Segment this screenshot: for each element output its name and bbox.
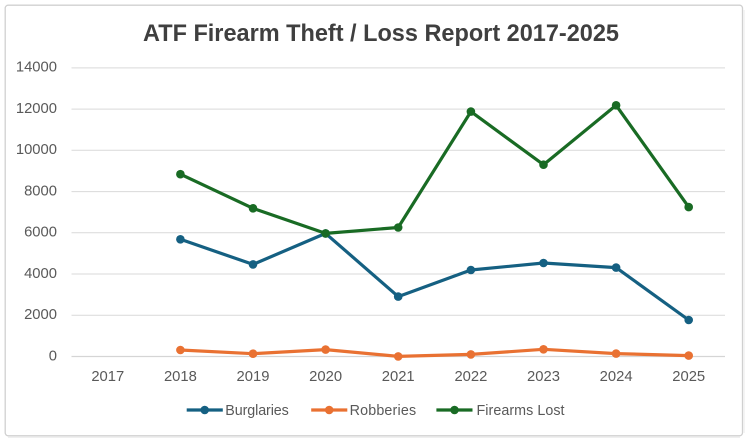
svg-text:Burglaries: Burglaries bbox=[225, 403, 288, 419]
svg-text:2017: 2017 bbox=[91, 369, 124, 385]
svg-text:2020: 2020 bbox=[309, 369, 342, 385]
svg-text:2025: 2025 bbox=[672, 369, 705, 385]
svg-text:Robberies: Robberies bbox=[350, 403, 417, 419]
svg-text:10000: 10000 bbox=[16, 142, 57, 158]
svg-text:2019: 2019 bbox=[237, 369, 270, 385]
svg-text:2022: 2022 bbox=[454, 369, 487, 385]
svg-text:0: 0 bbox=[49, 348, 57, 364]
svg-text:14000: 14000 bbox=[16, 60, 57, 76]
svg-text:2024: 2024 bbox=[600, 369, 633, 385]
svg-text:Firearms Lost: Firearms Lost bbox=[477, 403, 565, 419]
svg-text:2023: 2023 bbox=[527, 369, 560, 385]
svg-text:6000: 6000 bbox=[24, 225, 57, 241]
svg-text:ATF Firearm Theft / Loss Repor: ATF Firearm Theft / Loss Report 2017-202… bbox=[143, 20, 619, 47]
svg-text:12000: 12000 bbox=[16, 101, 57, 117]
svg-text:4000: 4000 bbox=[24, 266, 57, 282]
svg-text:8000: 8000 bbox=[24, 183, 57, 199]
svg-text:2021: 2021 bbox=[382, 369, 415, 385]
svg-text:2000: 2000 bbox=[24, 307, 57, 323]
svg-text:2018: 2018 bbox=[164, 369, 197, 385]
